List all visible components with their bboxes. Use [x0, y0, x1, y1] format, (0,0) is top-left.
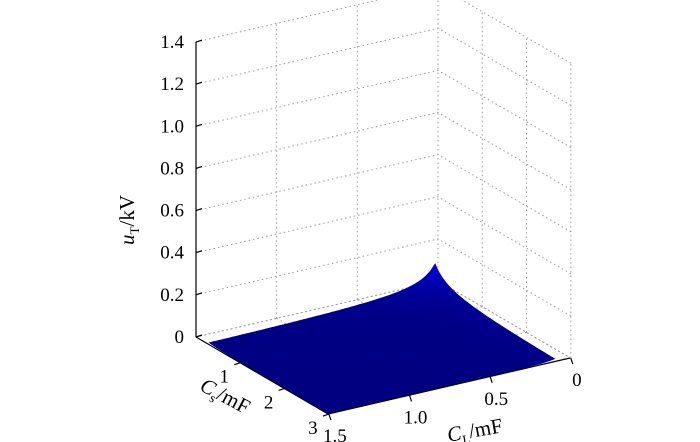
z-tick-mark-3 — [195, 208, 203, 212]
surface-plot — [208, 263, 556, 415]
cl-tick-label-0: 0 — [572, 370, 582, 391]
z-tick-label-2: 0.4 — [160, 243, 184, 264]
z-tick-mark-2 — [195, 250, 203, 254]
cl-tick-mark-0 — [570, 357, 574, 365]
z-axis-title: uT/kV — [115, 195, 142, 245]
z-tick-mark-7 — [195, 39, 203, 43]
cs-tick-mark-0 — [234, 362, 241, 366]
axes — [195, 42, 571, 415]
z-axis-title-unit: /kV — [115, 195, 139, 227]
cl-axis-title-unit: /mF — [467, 413, 505, 442]
z-tick-label-4: 0.8 — [160, 158, 184, 179]
z-tick-mark-1 — [195, 292, 203, 296]
z-tick-mark-4 — [195, 165, 203, 170]
cs-tick-label-2: 3 — [308, 418, 318, 439]
z-tick-mark-0 — [195, 334, 203, 338]
cs-tick-label-1: 2 — [264, 392, 274, 413]
z-tick-mark-5 — [195, 123, 203, 127]
grid-line-z-4 — [195, 111, 572, 191]
cl-tick-label-3: 1.5 — [323, 426, 347, 442]
cs-tick-mark-1 — [278, 387, 285, 391]
grid-line-z-5 — [195, 69, 572, 148]
grid-line-back-floor-a — [437, 280, 572, 359]
cl-axis-title-main: C — [445, 421, 464, 442]
cs-tick-label-0: 1 — [220, 367, 230, 388]
z-tick-label-3: 0.6 — [160, 201, 184, 222]
grid-line-z-3 — [195, 154, 572, 233]
z-tick-label-6: 1.2 — [160, 74, 184, 95]
cs-axis-title-sub: s — [207, 390, 219, 406]
z-tick-label-1: 0.2 — [160, 285, 184, 306]
tick-labels: 0 0.2 0.4 0.6 0.8 1.0 1.2 1.4 1 2 3 0 0.5 1.0 1.5 — [160, 32, 581, 442]
grid-line-back-floor-b — [195, 280, 439, 338]
z-tick-mark-6 — [195, 81, 203, 85]
grid-line-z-2 — [195, 196, 572, 275]
cl-tick-mark-1 — [489, 376, 493, 383]
grid-line-z-1 — [195, 238, 572, 317]
cs-tick-mark-2 — [322, 413, 330, 417]
cl-tick-label-1: 0.5 — [484, 389, 508, 410]
cl-tick-mark-2 — [408, 395, 413, 402]
z-axis-title-sub: T — [127, 226, 142, 234]
cl-tick-mark-3 — [328, 413, 332, 421]
cl-tick-label-2: 1.0 — [404, 407, 428, 428]
z-tick-label-7: 1.4 — [160, 32, 184, 53]
z-tick-label-5: 1.0 — [160, 116, 184, 137]
z-axis-title-main: u — [115, 234, 139, 245]
cl-axis-line — [327, 357, 571, 415]
grid-line-z-6 — [195, 27, 572, 106]
z-tick-label-0: 0 — [175, 327, 185, 348]
cl-axis-title-sub: L — [461, 431, 471, 442]
grid-line-z-7 — [195, 0, 572, 64]
cl-axis-title: CL/mF — [445, 413, 505, 442]
cs-axis-line — [195, 336, 329, 415]
